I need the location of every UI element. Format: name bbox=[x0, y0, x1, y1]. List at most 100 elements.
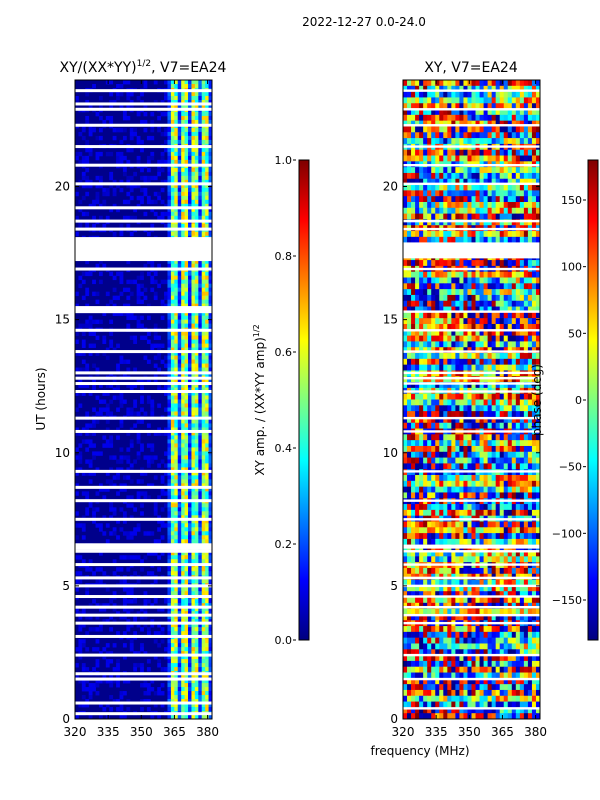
amp-ratio-cell bbox=[81, 683, 86, 688]
amp-ratio-cell bbox=[167, 159, 172, 165]
phase-cell bbox=[535, 132, 540, 139]
amp-ratio-cell bbox=[177, 291, 182, 297]
amp-ratio-cell bbox=[194, 127, 199, 133]
phase-cell bbox=[531, 219, 537, 226]
amp-ratio-cell bbox=[191, 675, 196, 680]
phase-cell bbox=[435, 306, 440, 313]
phase-cell bbox=[491, 184, 497, 191]
amp-ratio-gap bbox=[75, 499, 212, 503]
amp-ratio-cell bbox=[184, 335, 189, 340]
phase-cell bbox=[407, 341, 412, 348]
amp-ratio-cell bbox=[167, 599, 172, 604]
amp-ratio-cell bbox=[170, 331, 175, 336]
amp-ratio-cell bbox=[88, 459, 93, 464]
amp-ratio-cell bbox=[181, 463, 185, 468]
amp-ratio-cell bbox=[140, 647, 144, 652]
phase-cell bbox=[495, 231, 501, 238]
amp-ratio-cell bbox=[88, 603, 93, 608]
amp-ratio-cell bbox=[170, 463, 175, 468]
amp-ratio-cell bbox=[205, 419, 209, 424]
phase-cell bbox=[523, 219, 529, 226]
amp-ratio-cell bbox=[170, 579, 175, 584]
amp-ratio-cell bbox=[188, 263, 192, 269]
amp-ratio-cell bbox=[164, 471, 168, 476]
amp-ratio-cell bbox=[208, 131, 212, 137]
phase-cell bbox=[403, 103, 408, 110]
amp-ratio-gap bbox=[75, 382, 212, 386]
amp-ratio-cell bbox=[194, 551, 199, 556]
amp-ratio-cell bbox=[92, 203, 96, 209]
amp-ratio-cell bbox=[167, 419, 172, 424]
amp-ratio-cell bbox=[157, 495, 162, 500]
amp-ratio-cell bbox=[126, 367, 131, 372]
amp-ratio-cell bbox=[205, 691, 209, 696]
phase-cell bbox=[495, 201, 501, 209]
amp-ratio-cell bbox=[160, 703, 165, 708]
amp-ratio-cell bbox=[205, 483, 209, 488]
amp-ratio-cell bbox=[208, 175, 212, 181]
phase-cell bbox=[427, 323, 432, 331]
amp-ratio-cell bbox=[109, 115, 114, 121]
phase-cell bbox=[415, 132, 420, 139]
amp-ratio-cell bbox=[184, 387, 189, 392]
amp-ratio-cell bbox=[188, 131, 192, 137]
phase-cell bbox=[491, 178, 497, 185]
phase-cell bbox=[475, 283, 480, 290]
phase-cell bbox=[535, 196, 540, 203]
amp-ratio-cell bbox=[85, 167, 90, 173]
amp-ratio-cell bbox=[75, 571, 79, 576]
amp-ratio-gap bbox=[75, 549, 212, 553]
amp-ratio-cell bbox=[198, 95, 203, 101]
amp-ratio-cell bbox=[140, 379, 144, 384]
amp-ratio-cell bbox=[105, 663, 110, 668]
phase-cell bbox=[403, 91, 408, 98]
amp-ratio-cell bbox=[170, 127, 175, 133]
amp-ratio-cell bbox=[174, 495, 179, 500]
phase-cell bbox=[475, 103, 480, 110]
amp-ratio-cell bbox=[184, 139, 189, 145]
phase-cell bbox=[527, 91, 533, 98]
amp-ratio-cell bbox=[174, 667, 179, 672]
amp-ratio-cell bbox=[208, 331, 212, 336]
amp-ratio-cell bbox=[184, 703, 189, 708]
amp-ratio-cell bbox=[181, 603, 185, 608]
phase-cell bbox=[451, 184, 456, 191]
phase-cell bbox=[507, 196, 513, 203]
amp-ratio-cell bbox=[188, 303, 192, 309]
amp-ratio-cell bbox=[164, 179, 168, 185]
amp-ratio-cell bbox=[129, 175, 134, 181]
amp-ratio-cell bbox=[167, 295, 172, 301]
phase-cell bbox=[531, 138, 537, 145]
amp-ratio-cell bbox=[78, 615, 83, 620]
phase-cell bbox=[451, 190, 456, 197]
phase-cell bbox=[523, 91, 529, 98]
amp-ratio-cell bbox=[208, 587, 212, 592]
amp-ratio-cell bbox=[194, 351, 199, 356]
amp-ratio-cell bbox=[177, 147, 182, 153]
phase-cell bbox=[503, 120, 509, 127]
phase-cell bbox=[467, 219, 472, 226]
amp-ratio-cell bbox=[177, 615, 182, 620]
amp-ratio-cell bbox=[174, 395, 179, 400]
amp-ratio-cell bbox=[188, 495, 192, 500]
amp-ratio-cell bbox=[78, 639, 83, 644]
phase-cell bbox=[471, 318, 476, 325]
amp-ratio-cell bbox=[116, 459, 120, 464]
amp-ratio-cell bbox=[167, 111, 172, 117]
amp-ratio-cell bbox=[98, 151, 103, 157]
phase-cell bbox=[455, 323, 460, 331]
phase-cell bbox=[467, 138, 472, 145]
phase-cell bbox=[435, 167, 440, 174]
amp-ratio-cell bbox=[194, 715, 199, 719]
phase-cell bbox=[487, 155, 493, 162]
amp-ratio-cell bbox=[112, 531, 117, 536]
amp-ratio-cell bbox=[129, 467, 134, 472]
amp-ratio-cell bbox=[194, 627, 199, 632]
phase-cell bbox=[507, 231, 513, 238]
amp-ratio-cell bbox=[170, 83, 175, 89]
amp-ratio-cell bbox=[177, 283, 182, 289]
amp-ratio-cell bbox=[184, 91, 189, 97]
phase-cell bbox=[423, 126, 428, 133]
amp-ratio-cell bbox=[170, 283, 175, 289]
amp-ratio-cell bbox=[184, 675, 189, 680]
